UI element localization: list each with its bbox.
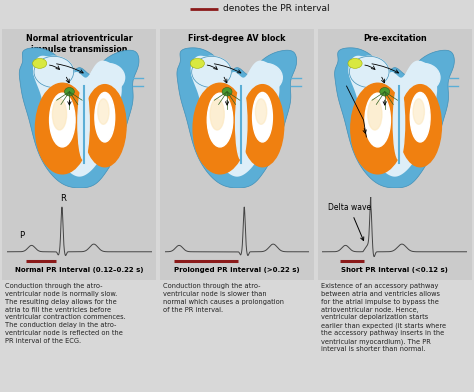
Ellipse shape — [190, 58, 204, 68]
Ellipse shape — [248, 64, 283, 92]
Text: Conduction through the atro-
ventricular node is normally slow.
The resulting de: Conduction through the atro- ventricular… — [5, 283, 126, 343]
Ellipse shape — [222, 87, 232, 96]
Ellipse shape — [410, 93, 430, 142]
Ellipse shape — [406, 64, 440, 92]
Text: Short PR interval (<0.12 s): Short PR interval (<0.12 s) — [341, 267, 448, 273]
Text: denotes the PR interval: denotes the PR interval — [223, 4, 329, 13]
Text: P: P — [19, 231, 24, 240]
Ellipse shape — [255, 99, 267, 124]
PathPatch shape — [348, 56, 437, 177]
Ellipse shape — [368, 99, 382, 130]
PathPatch shape — [177, 48, 297, 188]
PathPatch shape — [335, 48, 454, 188]
Ellipse shape — [78, 86, 89, 160]
Ellipse shape — [210, 99, 224, 130]
Ellipse shape — [91, 64, 125, 92]
Ellipse shape — [413, 99, 424, 124]
Ellipse shape — [236, 86, 247, 160]
Ellipse shape — [351, 83, 405, 174]
Ellipse shape — [36, 83, 89, 174]
Text: Delta wave: Delta wave — [328, 203, 371, 241]
Ellipse shape — [34, 56, 73, 87]
Ellipse shape — [253, 93, 273, 142]
Text: Pre-excitation: Pre-excitation — [363, 34, 427, 44]
PathPatch shape — [33, 56, 122, 177]
Ellipse shape — [33, 58, 47, 68]
Ellipse shape — [98, 99, 109, 124]
Text: Normal PR interval (0.12–0.22 s): Normal PR interval (0.12–0.22 s) — [15, 267, 144, 273]
Ellipse shape — [380, 87, 390, 96]
Ellipse shape — [348, 58, 362, 68]
Ellipse shape — [207, 93, 233, 147]
Ellipse shape — [193, 83, 247, 174]
Text: Prolonged PR interval (>0.22 s): Prolonged PR interval (>0.22 s) — [174, 267, 300, 273]
PathPatch shape — [19, 48, 139, 188]
Text: Existence of an accessory pathway
between atria and ventricles allows
for the at: Existence of an accessory pathway betwee… — [321, 283, 446, 352]
Ellipse shape — [95, 93, 115, 142]
Ellipse shape — [191, 56, 231, 87]
Ellipse shape — [349, 56, 389, 87]
Text: First-degree AV block: First-degree AV block — [188, 34, 286, 44]
Ellipse shape — [365, 93, 391, 147]
Text: Conduction through the atro-
ventricular node is slower than
normal which causes: Conduction through the atro- ventricular… — [163, 283, 284, 312]
Ellipse shape — [393, 86, 405, 160]
Ellipse shape — [241, 85, 284, 167]
Text: R: R — [61, 194, 66, 203]
Ellipse shape — [50, 93, 75, 147]
Ellipse shape — [83, 85, 126, 167]
Ellipse shape — [399, 85, 441, 167]
Ellipse shape — [53, 99, 66, 130]
Ellipse shape — [64, 87, 74, 96]
PathPatch shape — [191, 56, 280, 177]
Text: Normal atrioventricular
impulse transmission: Normal atrioventricular impulse transmis… — [26, 34, 133, 54]
